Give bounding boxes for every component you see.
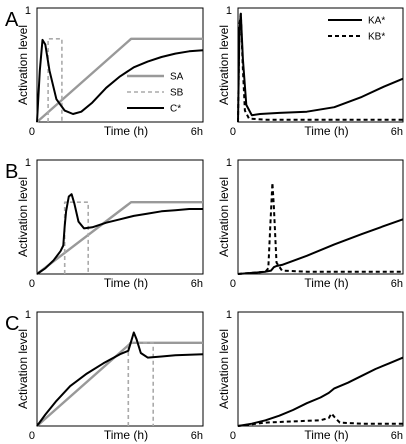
legend-label-kb-star: KB* — [368, 32, 385, 43]
y-tick-label-min: 0 — [230, 278, 236, 290]
y-tick-label-min: 0 — [29, 126, 35, 138]
series-line-sa — [36, 201, 203, 275]
y-axis-label: Activation level — [16, 177, 30, 257]
y-tick-label-max: 1 — [226, 5, 232, 17]
legend: SA SB C* — [127, 72, 184, 115]
series-line-kb-star — [237, 12, 403, 123]
plot-frame — [36, 7, 204, 123]
legend-label-sa: SA — [170, 72, 184, 83]
x-axis-label: Time (h) — [304, 124, 348, 138]
x-tick-label-max: 6h — [391, 430, 403, 442]
y-tick-label-min: 0 — [230, 126, 236, 138]
x-tick-label-max: 6h — [191, 126, 203, 138]
y-tick-label-min: 0 — [29, 430, 35, 442]
plot-frame — [36, 311, 204, 427]
series-line-c-star — [36, 38, 204, 123]
plot-b-right: 1 0 6h Time (h) Activation level — [217, 157, 404, 290]
plot-frame — [36, 159, 204, 275]
plot-c-left: 1 0 6h Time (h) Activation level — [16, 309, 204, 442]
plot-a-right: 1 0 6h Time (h) Activation level KA* KB* — [217, 5, 404, 138]
panel-letter-b: B — [5, 161, 18, 183]
y-axis-label: Activation level — [217, 329, 231, 409]
series-line-sa — [36, 37, 203, 123]
y-tick-label-max: 1 — [226, 157, 232, 169]
plot-b-left: 1 0 6h Time (h) Activation level — [16, 157, 204, 290]
x-axis-label: Time (h) — [104, 124, 148, 138]
series-line-sb — [127, 342, 154, 426]
series-line-ka-star — [237, 12, 404, 123]
series-line-ka-star — [237, 218, 404, 275]
series-line-ka-star — [237, 356, 404, 427]
y-tick-label-max: 1 — [226, 309, 232, 321]
legend: KA* KB* — [328, 16, 385, 43]
x-tick-label-max: 6h — [391, 126, 403, 138]
x-axis-label: Time (h) — [304, 276, 348, 290]
y-tick-label-min: 0 — [230, 430, 236, 442]
x-axis-label: Time (h) — [304, 428, 348, 442]
y-tick-label-max: 1 — [25, 5, 31, 17]
plot-a-left: 1 0 6h Time (h) Activation level SA SB C* — [16, 5, 204, 138]
legend-label-c-star: C* — [170, 104, 181, 115]
y-axis-label: Activation level — [217, 25, 231, 105]
x-axis-label: Time (h) — [104, 428, 148, 442]
x-axis-label: Time (h) — [104, 276, 148, 290]
y-axis-label: Activation level — [16, 25, 30, 105]
series-line-kb-star — [237, 181, 403, 275]
plot-c-right: 1 0 6h Time (h) Activation level — [217, 309, 404, 442]
y-tick-label-min: 0 — [29, 278, 35, 290]
plot-frame — [237, 159, 404, 275]
y-axis-label: Activation level — [16, 329, 30, 409]
y-tick-label-max: 1 — [25, 157, 31, 169]
x-tick-label-max: 6h — [191, 278, 203, 290]
panel-letter-c: C — [5, 313, 19, 335]
plot-frame — [237, 311, 404, 427]
series-line-c-star — [36, 331, 204, 427]
series-line-c-star — [36, 193, 203, 275]
x-tick-label-max: 6h — [391, 278, 403, 290]
series-line-kb-star — [237, 412, 403, 427]
panel-letter-a: A — [5, 9, 19, 31]
legend-label-ka-star: KA* — [368, 16, 385, 27]
y-tick-label-max: 1 — [25, 309, 31, 321]
y-axis-label: Activation level — [217, 177, 231, 257]
legend-label-sb: SB — [170, 88, 184, 99]
x-tick-label-max: 6h — [191, 430, 203, 442]
